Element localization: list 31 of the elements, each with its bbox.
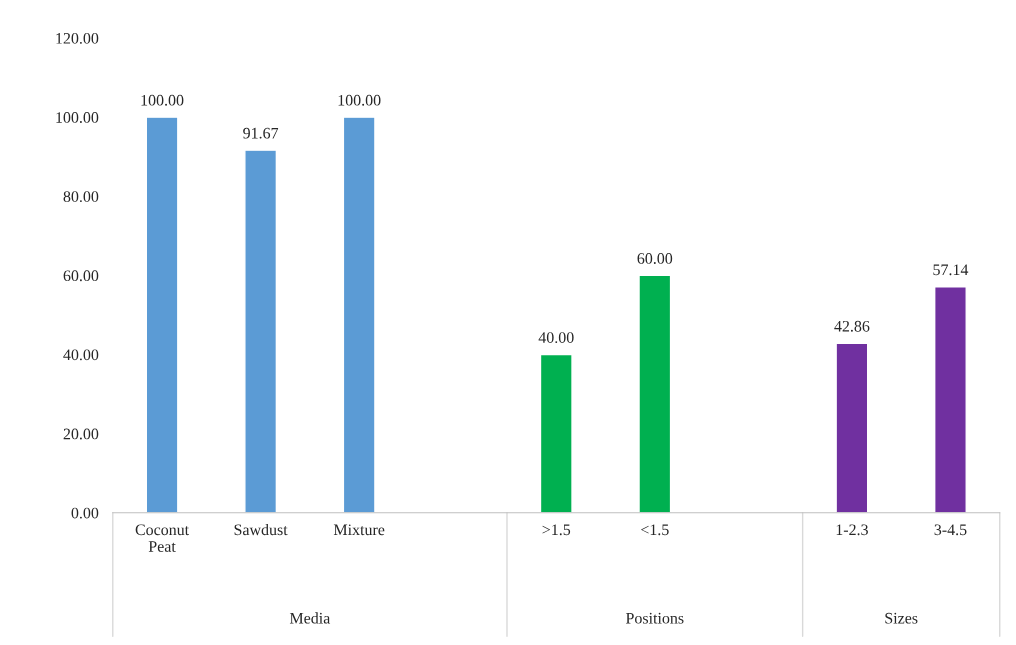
y-tick-label: 60.00 <box>63 270 99 282</box>
data-label: 40.00 <box>538 332 574 344</box>
bar <box>244 149 278 513</box>
text: Positions <box>625 612 684 624</box>
x-tick-label: 1-2.3 <box>836 524 868 536</box>
bar <box>934 286 967 513</box>
bar <box>638 274 672 513</box>
bar <box>145 116 179 513</box>
x-tick-label: Coconut Peat <box>135 524 190 552</box>
text: Media <box>289 612 331 624</box>
bar <box>342 116 376 513</box>
data-label: 100.00 <box>141 94 184 106</box>
bar <box>539 353 573 513</box>
x-tick-label: 3-4.5 <box>934 524 967 536</box>
data-label: 100.00 <box>338 94 381 106</box>
data-label: 42.86 <box>834 320 870 332</box>
y-tick-label: 20.00 <box>63 428 99 440</box>
data-label: 91.67 <box>243 127 279 139</box>
x-tick-label: <1.5 <box>641 524 669 536</box>
y-tick-label: 0.00 <box>71 507 99 519</box>
x-tick-label: >1.5 <box>542 524 571 536</box>
x-tick-label: Mixture <box>333 524 385 536</box>
bar <box>835 342 869 513</box>
y-tick-label: 120.00 <box>56 32 99 44</box>
y-tick-label: 100.00 <box>56 112 99 123</box>
text: Sizes <box>885 612 918 624</box>
y-tick-label: 80.00 <box>63 191 99 203</box>
data-label: 60.00 <box>637 253 673 264</box>
data-label: 57.14 <box>933 264 969 276</box>
y-tick-label: 40.00 <box>63 349 99 361</box>
x-tick-label: Sawdust <box>234 523 288 536</box>
